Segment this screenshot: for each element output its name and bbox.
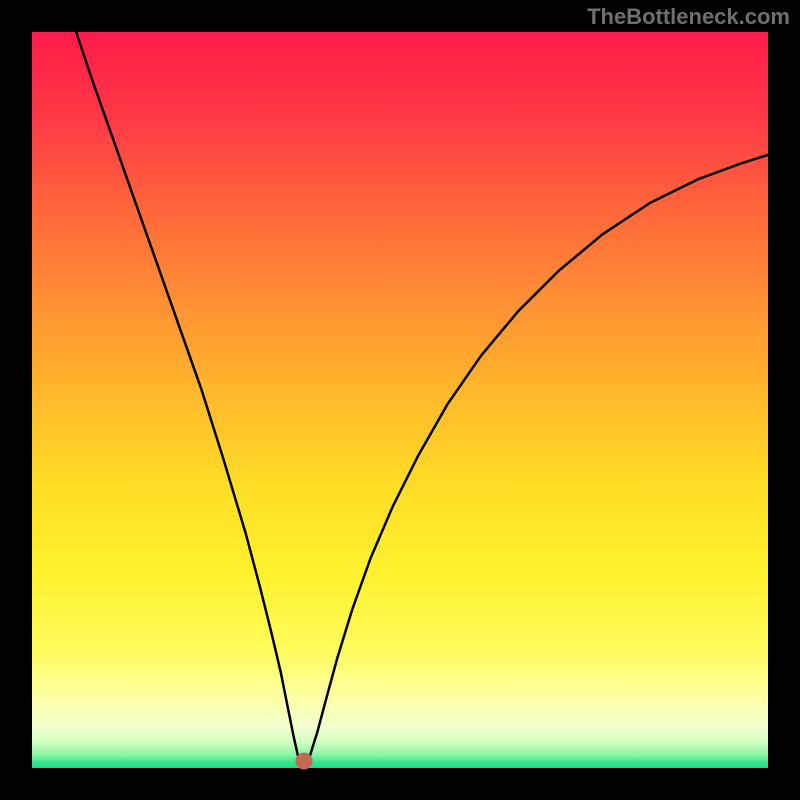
bottleneck-curve xyxy=(76,32,768,768)
plot-area xyxy=(32,32,768,768)
chart-container: TheBottleneck.com xyxy=(0,0,800,800)
optimal-point-marker xyxy=(295,752,312,769)
curve-layer xyxy=(32,32,768,768)
watermark-text: TheBottleneck.com xyxy=(587,4,790,30)
